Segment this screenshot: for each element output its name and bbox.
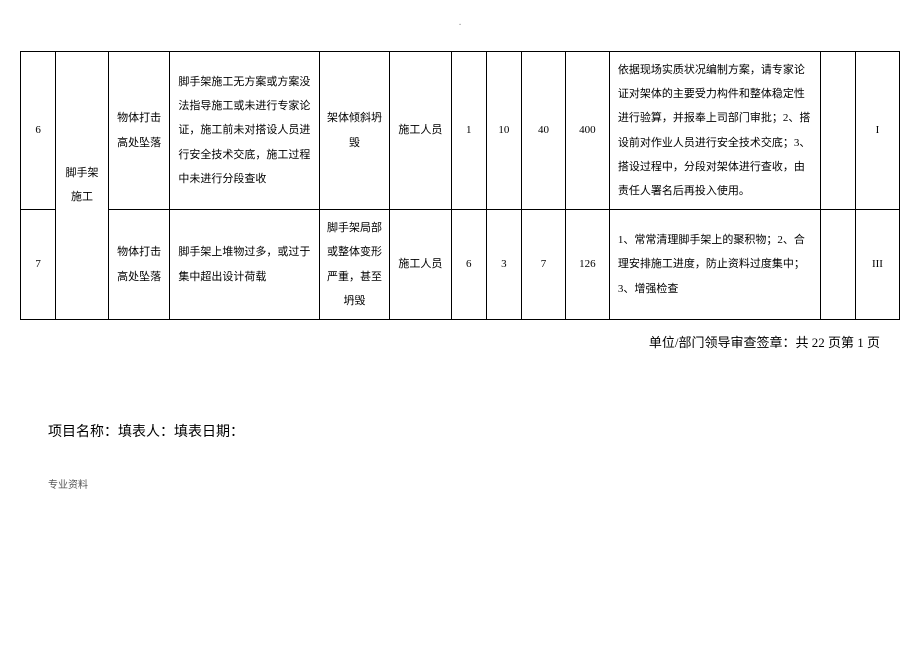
- cell-v2: 10: [486, 52, 521, 210]
- project-line: 项目名称：填表人：填表日期：: [20, 421, 900, 441]
- cell-person: 施工人员: [390, 52, 452, 210]
- table-row: 6 脚手架施工 物体打击高处坠落 脚手架施工无方案或方案没法指导施工或未进行专家…: [21, 52, 900, 210]
- table-row: 7 物体打击高处坠落 脚手架上堆物过多，或过于集中超出设计荷载 脚手架局部或整体…: [21, 210, 900, 320]
- cell-cause: 脚手架上堆物过多，或过于集中超出设计荷载: [170, 210, 319, 320]
- cell-v4: 400: [565, 52, 609, 210]
- cell-cause: 脚手架施工无方案或方案没法指导施工或未进行专家论证，施工前未对搭设人员进行安全技…: [170, 52, 319, 210]
- cell-person: 施工人员: [390, 210, 452, 320]
- cell-result: 脚手架局部或整体变形严重，甚至坍毁: [319, 210, 389, 320]
- cell-blank: [820, 210, 855, 320]
- signature-pages: 共 22 页第 1 页: [795, 335, 880, 350]
- cell-type: 物体打击高处坠落: [108, 52, 170, 210]
- cell-level: III: [855, 210, 899, 320]
- footer-text: 专业资料: [20, 476, 900, 491]
- cell-v4: 126: [565, 210, 609, 320]
- cell-num: 6: [21, 52, 56, 210]
- cell-v3: 40: [521, 52, 565, 210]
- cell-measure: 依据现场实质状况编制方案，请专家论证对架体的主要受力构件和整体稳定性进行验算，并…: [609, 52, 820, 210]
- cell-v2: 3: [486, 210, 521, 320]
- cell-name: 脚手架施工: [56, 52, 109, 320]
- cell-blank: [820, 52, 855, 210]
- signature-label: 单位/部门领导审查签章：: [649, 335, 796, 350]
- cell-v1: 1: [451, 52, 486, 210]
- cell-level: I: [855, 52, 899, 210]
- signature-line: 单位/部门领导审查签章：共 22 页第 1 页: [20, 332, 900, 351]
- cell-num: 7: [21, 210, 56, 320]
- risk-table: 6 脚手架施工 物体打击高处坠落 脚手架施工无方案或方案没法指导施工或未进行专家…: [20, 51, 900, 320]
- cell-v1: 6: [451, 210, 486, 320]
- page-top-marker: ·: [20, 20, 900, 31]
- cell-v3: 7: [521, 210, 565, 320]
- cell-result: 架体倾斜坍毁: [319, 52, 389, 210]
- cell-type: 物体打击高处坠落: [108, 210, 170, 320]
- cell-measure: 1、常常清理脚手架上的聚积物；2、合理安排施工进度，防止资料过度集中；3、增强检…: [609, 210, 820, 320]
